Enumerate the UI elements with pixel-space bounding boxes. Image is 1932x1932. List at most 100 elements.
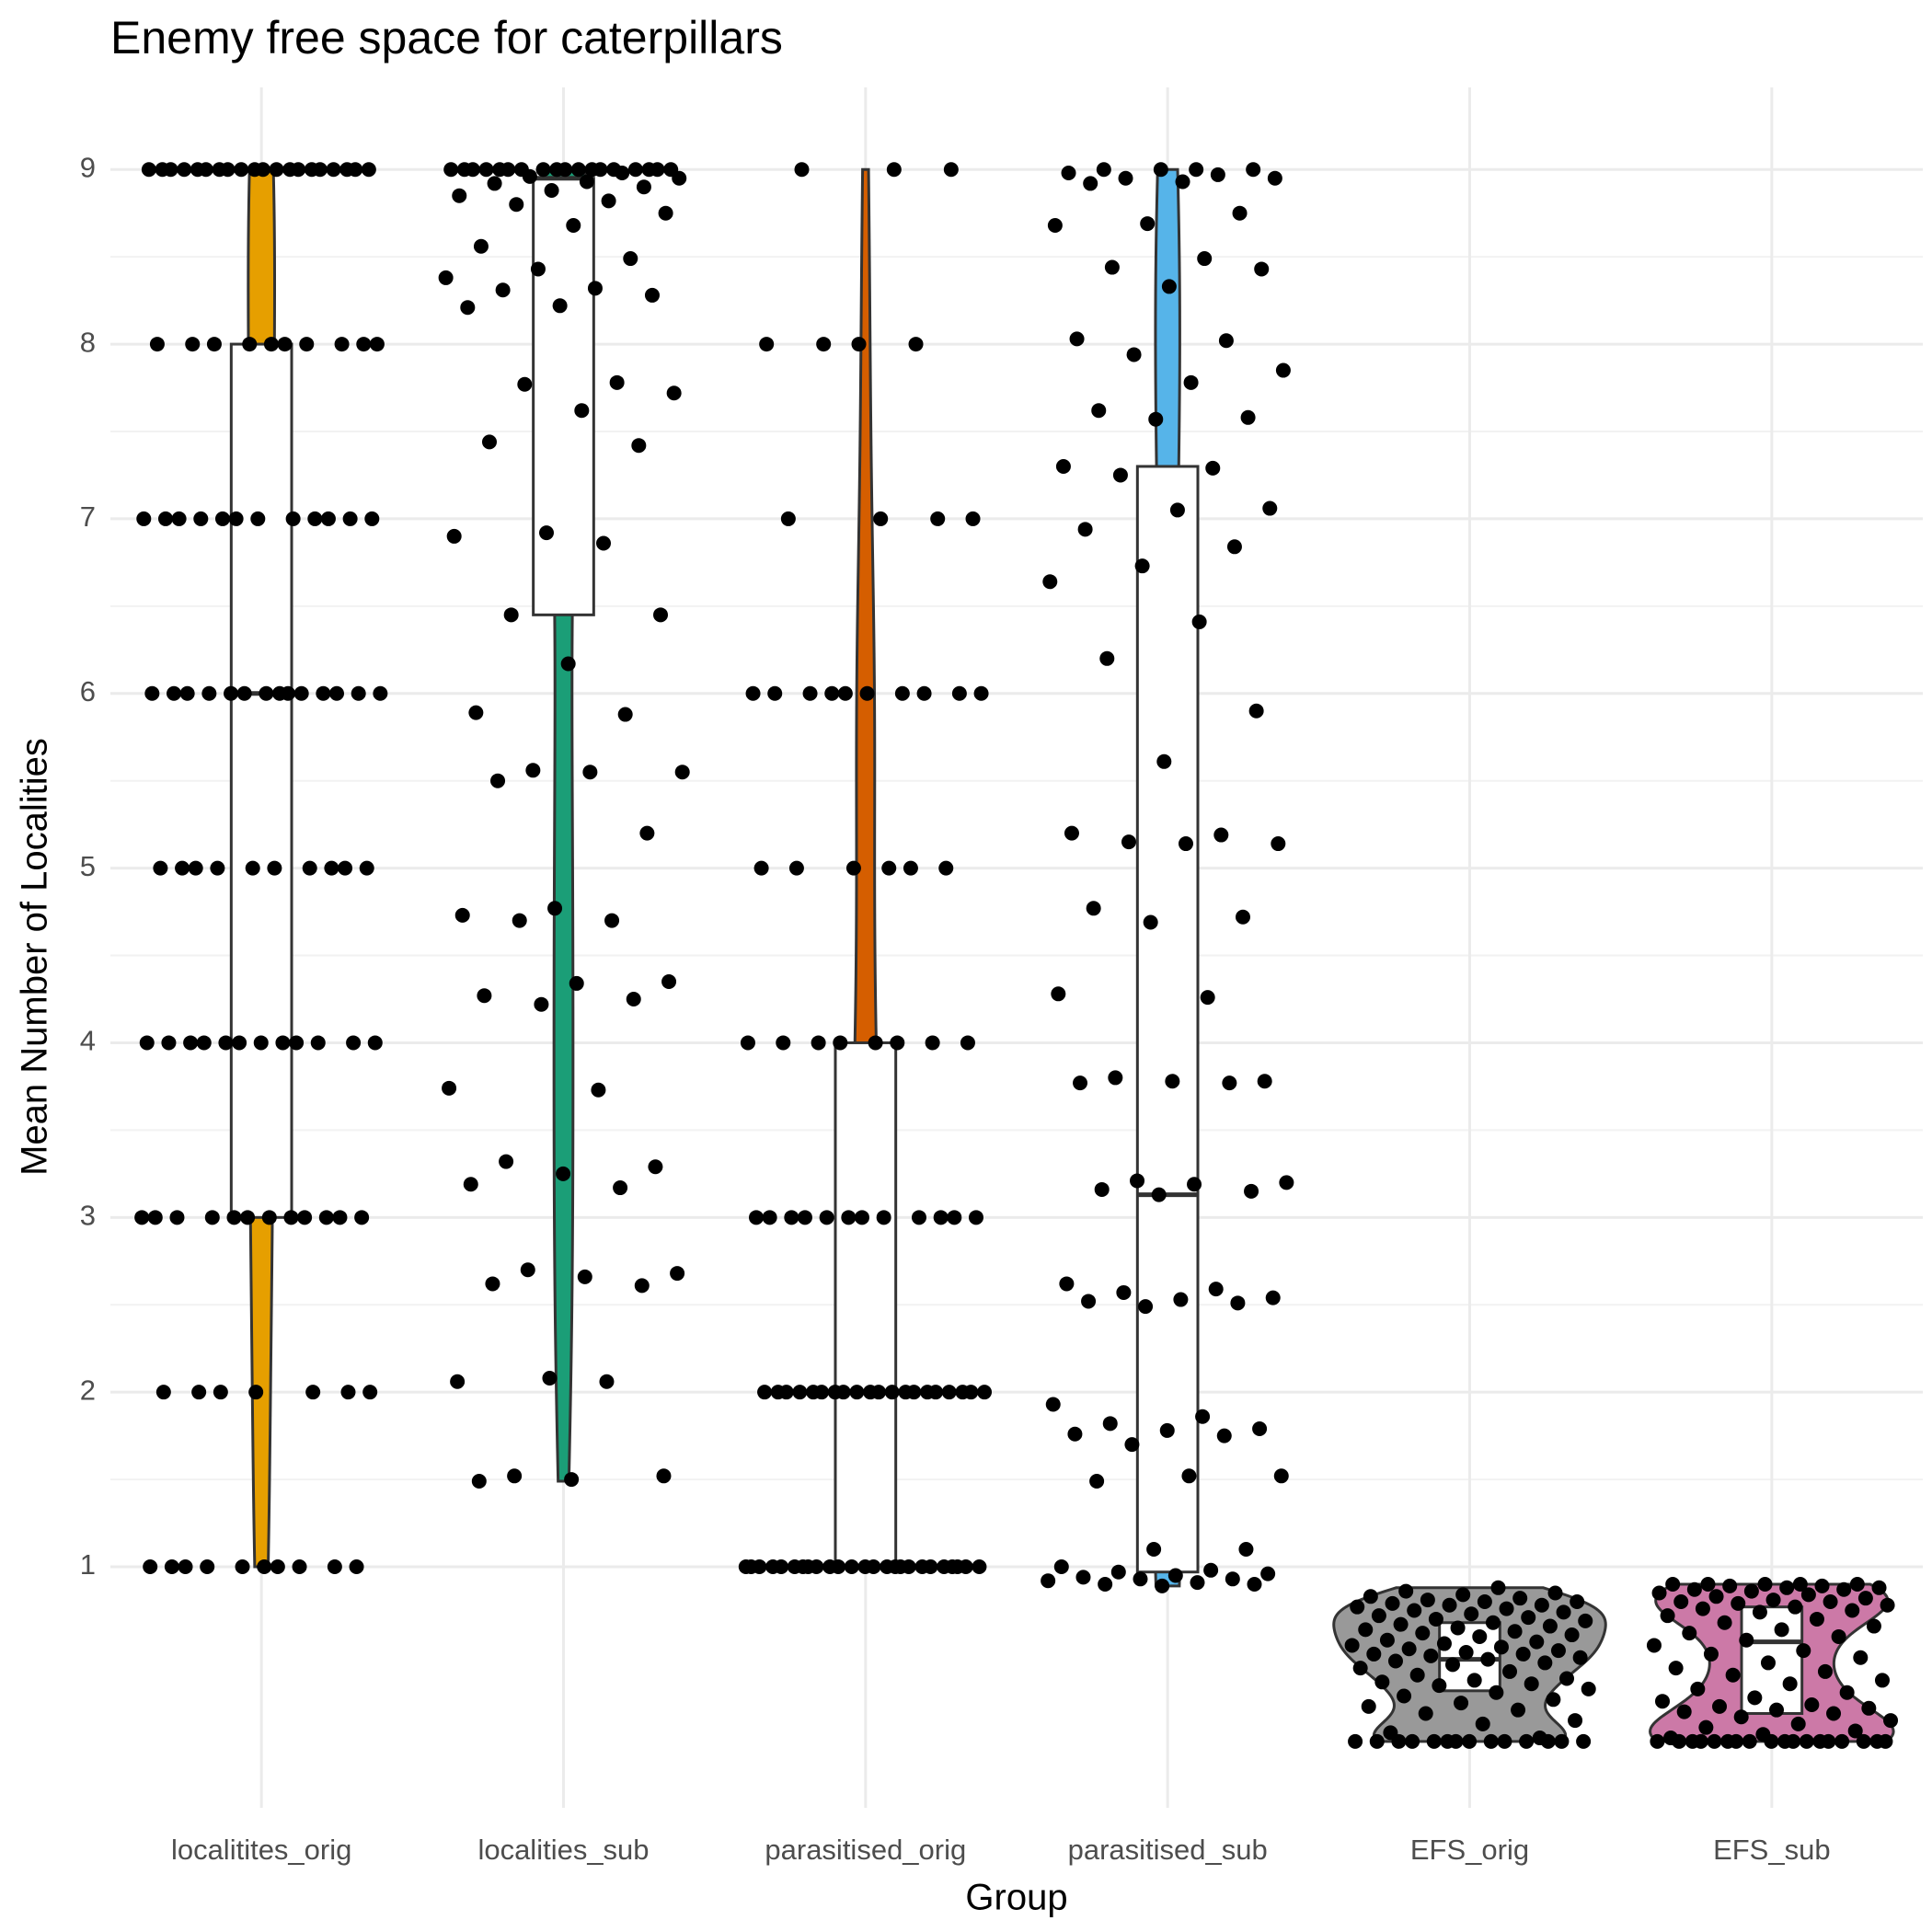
point (1537, 1655, 1553, 1671)
point (1857, 1591, 1873, 1606)
point (925, 1035, 940, 1051)
point (1426, 1733, 1442, 1749)
point (592, 162, 608, 178)
point (346, 1035, 362, 1051)
point (943, 162, 959, 178)
point (163, 162, 178, 178)
point (1391, 1733, 1407, 1749)
point (1444, 1657, 1460, 1673)
point (615, 166, 630, 181)
point (1358, 1622, 1374, 1638)
point (1081, 1294, 1097, 1309)
point (1743, 1583, 1759, 1599)
point (599, 1374, 615, 1389)
point (824, 685, 840, 701)
point (1064, 825, 1079, 841)
point (626, 992, 641, 1007)
point (468, 705, 484, 720)
point (297, 1210, 313, 1225)
point (1169, 502, 1185, 518)
point (844, 1559, 859, 1575)
box (532, 177, 595, 616)
point (1511, 1702, 1526, 1718)
x-tick-label: localitites_orig (171, 1834, 351, 1866)
point (1407, 1603, 1422, 1618)
point (1197, 251, 1213, 267)
point (1725, 1667, 1741, 1683)
point (334, 337, 350, 352)
point (141, 162, 156, 178)
point (1651, 1585, 1667, 1601)
point (738, 1559, 753, 1575)
point (356, 337, 372, 352)
point (1191, 614, 1207, 629)
point (228, 511, 244, 526)
point (745, 685, 761, 701)
point (1814, 1578, 1830, 1593)
point (1124, 1437, 1140, 1453)
point (977, 1385, 993, 1400)
box (1135, 465, 1200, 1574)
point (1559, 1671, 1575, 1686)
point (144, 685, 160, 701)
point (1230, 1295, 1246, 1311)
point (613, 1180, 628, 1196)
point (327, 1559, 342, 1575)
point (582, 765, 598, 780)
point (1112, 467, 1128, 483)
point (757, 1385, 773, 1400)
point (1693, 1733, 1708, 1749)
point (1089, 1473, 1105, 1489)
point (672, 170, 687, 186)
point (1769, 1702, 1785, 1718)
point (1098, 1576, 1113, 1592)
point (1874, 1673, 1890, 1688)
point (1668, 1661, 1684, 1676)
point (153, 860, 168, 876)
point (1570, 1593, 1585, 1609)
point (1519, 1733, 1535, 1749)
point (816, 337, 832, 352)
point (1398, 1583, 1414, 1599)
point (1466, 1673, 1482, 1688)
y-tick-label: 4 (80, 1025, 96, 1057)
point (1742, 1733, 1757, 1749)
y-tick-label: 5 (80, 850, 96, 882)
point (911, 1210, 926, 1225)
point (454, 907, 470, 923)
point (1871, 1580, 1887, 1595)
point (177, 162, 192, 178)
point (236, 685, 252, 701)
point (1534, 1597, 1549, 1613)
point (1267, 170, 1282, 186)
point (1853, 1650, 1869, 1665)
point (1238, 1542, 1254, 1558)
point (569, 975, 584, 991)
point (951, 685, 967, 701)
point (1757, 1576, 1773, 1592)
point (1834, 1733, 1850, 1749)
point (888, 1559, 903, 1575)
point (1454, 1696, 1469, 1711)
point (277, 337, 293, 352)
point (851, 337, 867, 352)
point (1861, 1700, 1877, 1716)
point (749, 1210, 765, 1225)
point (866, 1559, 881, 1575)
point (1707, 1733, 1722, 1749)
box (834, 1041, 898, 1569)
point (1051, 986, 1066, 1002)
point (1788, 1599, 1803, 1615)
point (1547, 1585, 1563, 1601)
point (1366, 1646, 1382, 1662)
point (1178, 836, 1193, 852)
point (1672, 1733, 1687, 1749)
y-axis-title: Mean Number of Localities (15, 738, 55, 1176)
point (1073, 1075, 1088, 1091)
point (1489, 1685, 1504, 1700)
point (780, 511, 796, 526)
point (245, 860, 260, 876)
point (819, 1210, 834, 1225)
point (213, 1385, 228, 1400)
point (1423, 1648, 1439, 1663)
